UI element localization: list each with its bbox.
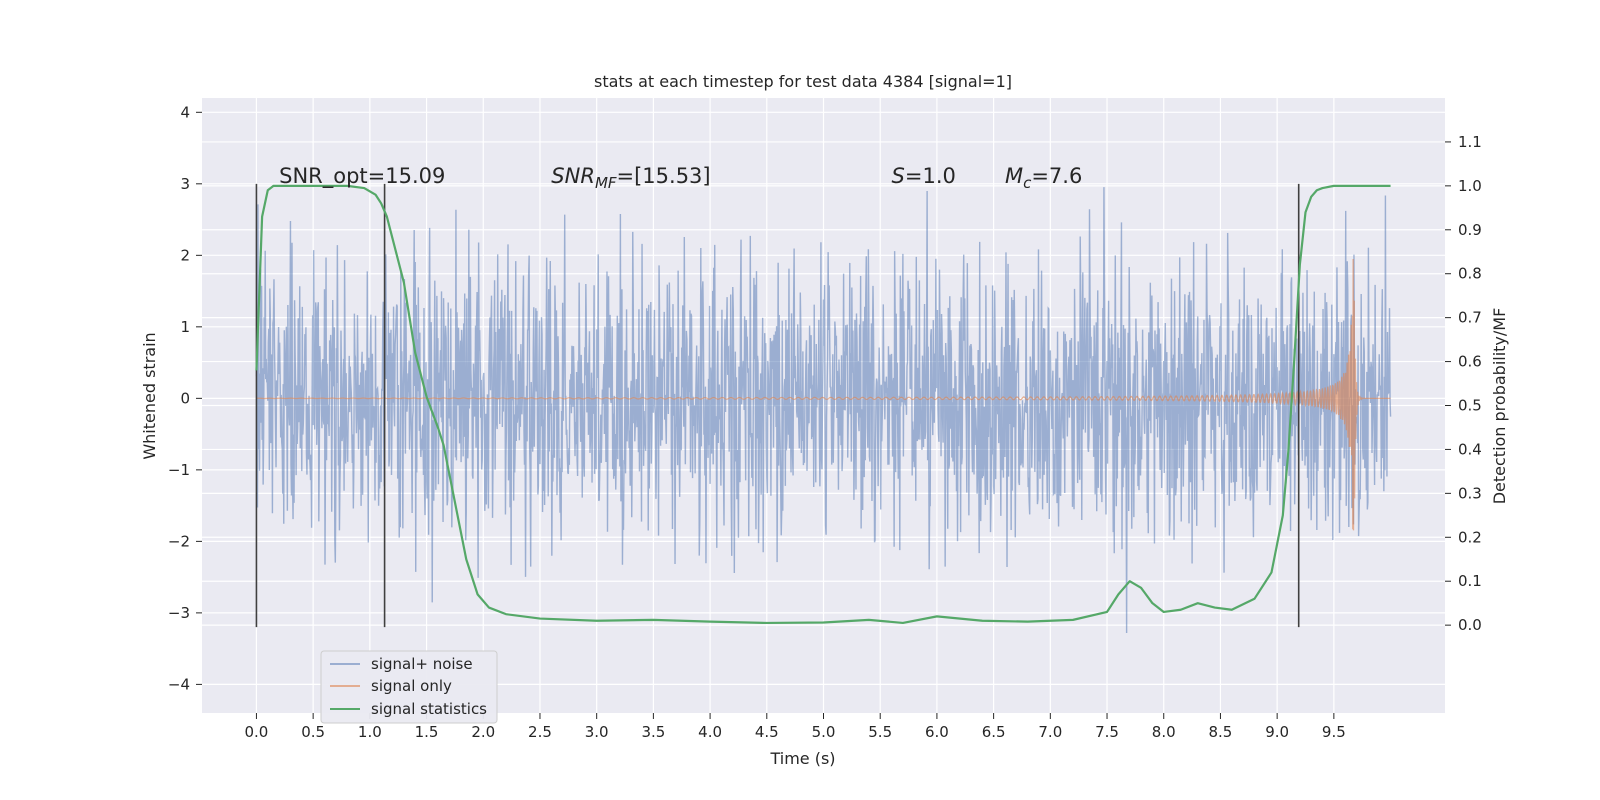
x-tick-label-19: 9.5 (1322, 723, 1346, 741)
annotation-s: S=1.0 (892, 164, 956, 188)
x-tick-label-11: 5.5 (868, 723, 892, 741)
y-left-tick-label-5: 1 (180, 318, 190, 336)
x-tick-label-13: 6.5 (982, 723, 1006, 741)
annotations: SNR_opt=15.09 SNRMF=[15.53] S=1.0 Mc=7.6 (279, 164, 1082, 192)
y-right-axis-label: Detection probability/MF (1490, 308, 1509, 505)
x-axis-label: Time (s) (769, 749, 835, 768)
noise-line (255, 187, 1392, 634)
signal-line (256, 259, 1391, 531)
legend-label-noise: signal+ noise (371, 655, 473, 673)
y-right-tick-label-10: 1.0 (1458, 177, 1482, 195)
x-tick-label-1: 0.5 (301, 723, 325, 741)
statistics-series (255, 184, 1391, 625)
x-tick-label-8: 4.0 (698, 723, 722, 741)
x-tick-label-5: 2.5 (528, 723, 552, 741)
y-left-tick-label-0: −4 (168, 675, 190, 693)
x-tick-label-14: 7.0 (1038, 723, 1062, 741)
y-left-tick-label-7: 3 (180, 175, 190, 193)
x-tick-label-2: 1.0 (358, 723, 382, 741)
y-left-tick-label-1: −3 (168, 604, 190, 622)
x-tick-label-7: 3.5 (641, 723, 665, 741)
y-left-tick-label-6: 2 (180, 246, 190, 264)
x-tick-label-12: 6.0 (925, 723, 949, 741)
x-tick-label-10: 5.0 (812, 723, 836, 741)
y-left-axis-label: Whitened strain (140, 332, 159, 459)
y-right-tick-label-5: 0.5 (1458, 397, 1482, 415)
x-tick-label-0: 0.0 (245, 723, 269, 741)
y-left-axis-ticks: −4 −3 −2 −1 0 1 2 3 4 (168, 103, 202, 693)
y-right-tick-label-0: 0.0 (1458, 616, 1482, 634)
annotation-snr-mf: SNRMF=[15.53] (551, 164, 710, 192)
x-tick-label-15: 7.5 (1095, 723, 1119, 741)
annotation-snr-opt: SNR_opt=15.09 (279, 164, 445, 189)
legend-label-signal: signal only (371, 677, 452, 695)
y-left-tick-label-8: 4 (180, 103, 190, 121)
y-right-tick-label-3: 0.3 (1458, 484, 1482, 502)
noise-series (255, 187, 1392, 634)
y-left-tick-label-4: 0 (180, 389, 190, 407)
x-tick-label-4: 2.0 (471, 723, 495, 741)
vertical-lines (255, 183, 1300, 628)
y-right-tick-label-4: 0.4 (1458, 440, 1482, 458)
statistics-line (255, 184, 1391, 625)
x-tick-label-6: 3.0 (585, 723, 609, 741)
y-right-tick-label-9: 0.9 (1458, 221, 1482, 239)
y-right-tick-label-11: 1.1 (1458, 133, 1482, 151)
x-tick-label-18: 9.0 (1265, 723, 1289, 741)
y-left-tick-label-3: −1 (168, 461, 190, 479)
chart-title: stats at each timestep for test data 438… (594, 72, 1012, 91)
legend: signal+ noise signal only signal statist… (320, 650, 498, 724)
y-right-tick-label-7: 0.7 (1458, 309, 1482, 327)
y-left-tick-label-2: −2 (168, 532, 190, 550)
legend-box (320, 650, 498, 724)
annotation-mc: Mc=7.6 (1005, 164, 1082, 192)
y-right-tick-label-8: 0.8 (1458, 265, 1482, 283)
x-axis-ticks: 0.0 0.5 1.0 1.5 2.0 2.5 3.0 3.5 4.0 4.5 5.0 5.5 6.0 6… (245, 713, 1346, 741)
signal-series (256, 259, 1391, 531)
y-right-tick-label-6: 0.6 (1458, 353, 1482, 371)
x-tick-label-9: 4.5 (755, 723, 779, 741)
y-right-axis-ticks: 0.0 0.1 0.2 0.3 0.4 0.5 0.6 0.7 0.8 0.9 1.0 1.1 (1445, 133, 1482, 634)
y-right-tick-label-2: 0.2 (1458, 528, 1482, 546)
x-tick-label-16: 8.0 (1152, 723, 1176, 741)
x-tick-label-17: 8.5 (1209, 723, 1233, 741)
legend-label-stats: signal statistics (371, 700, 487, 718)
x-tick-label-3: 1.5 (415, 723, 439, 741)
y-right-tick-label-1: 0.1 (1458, 572, 1482, 590)
